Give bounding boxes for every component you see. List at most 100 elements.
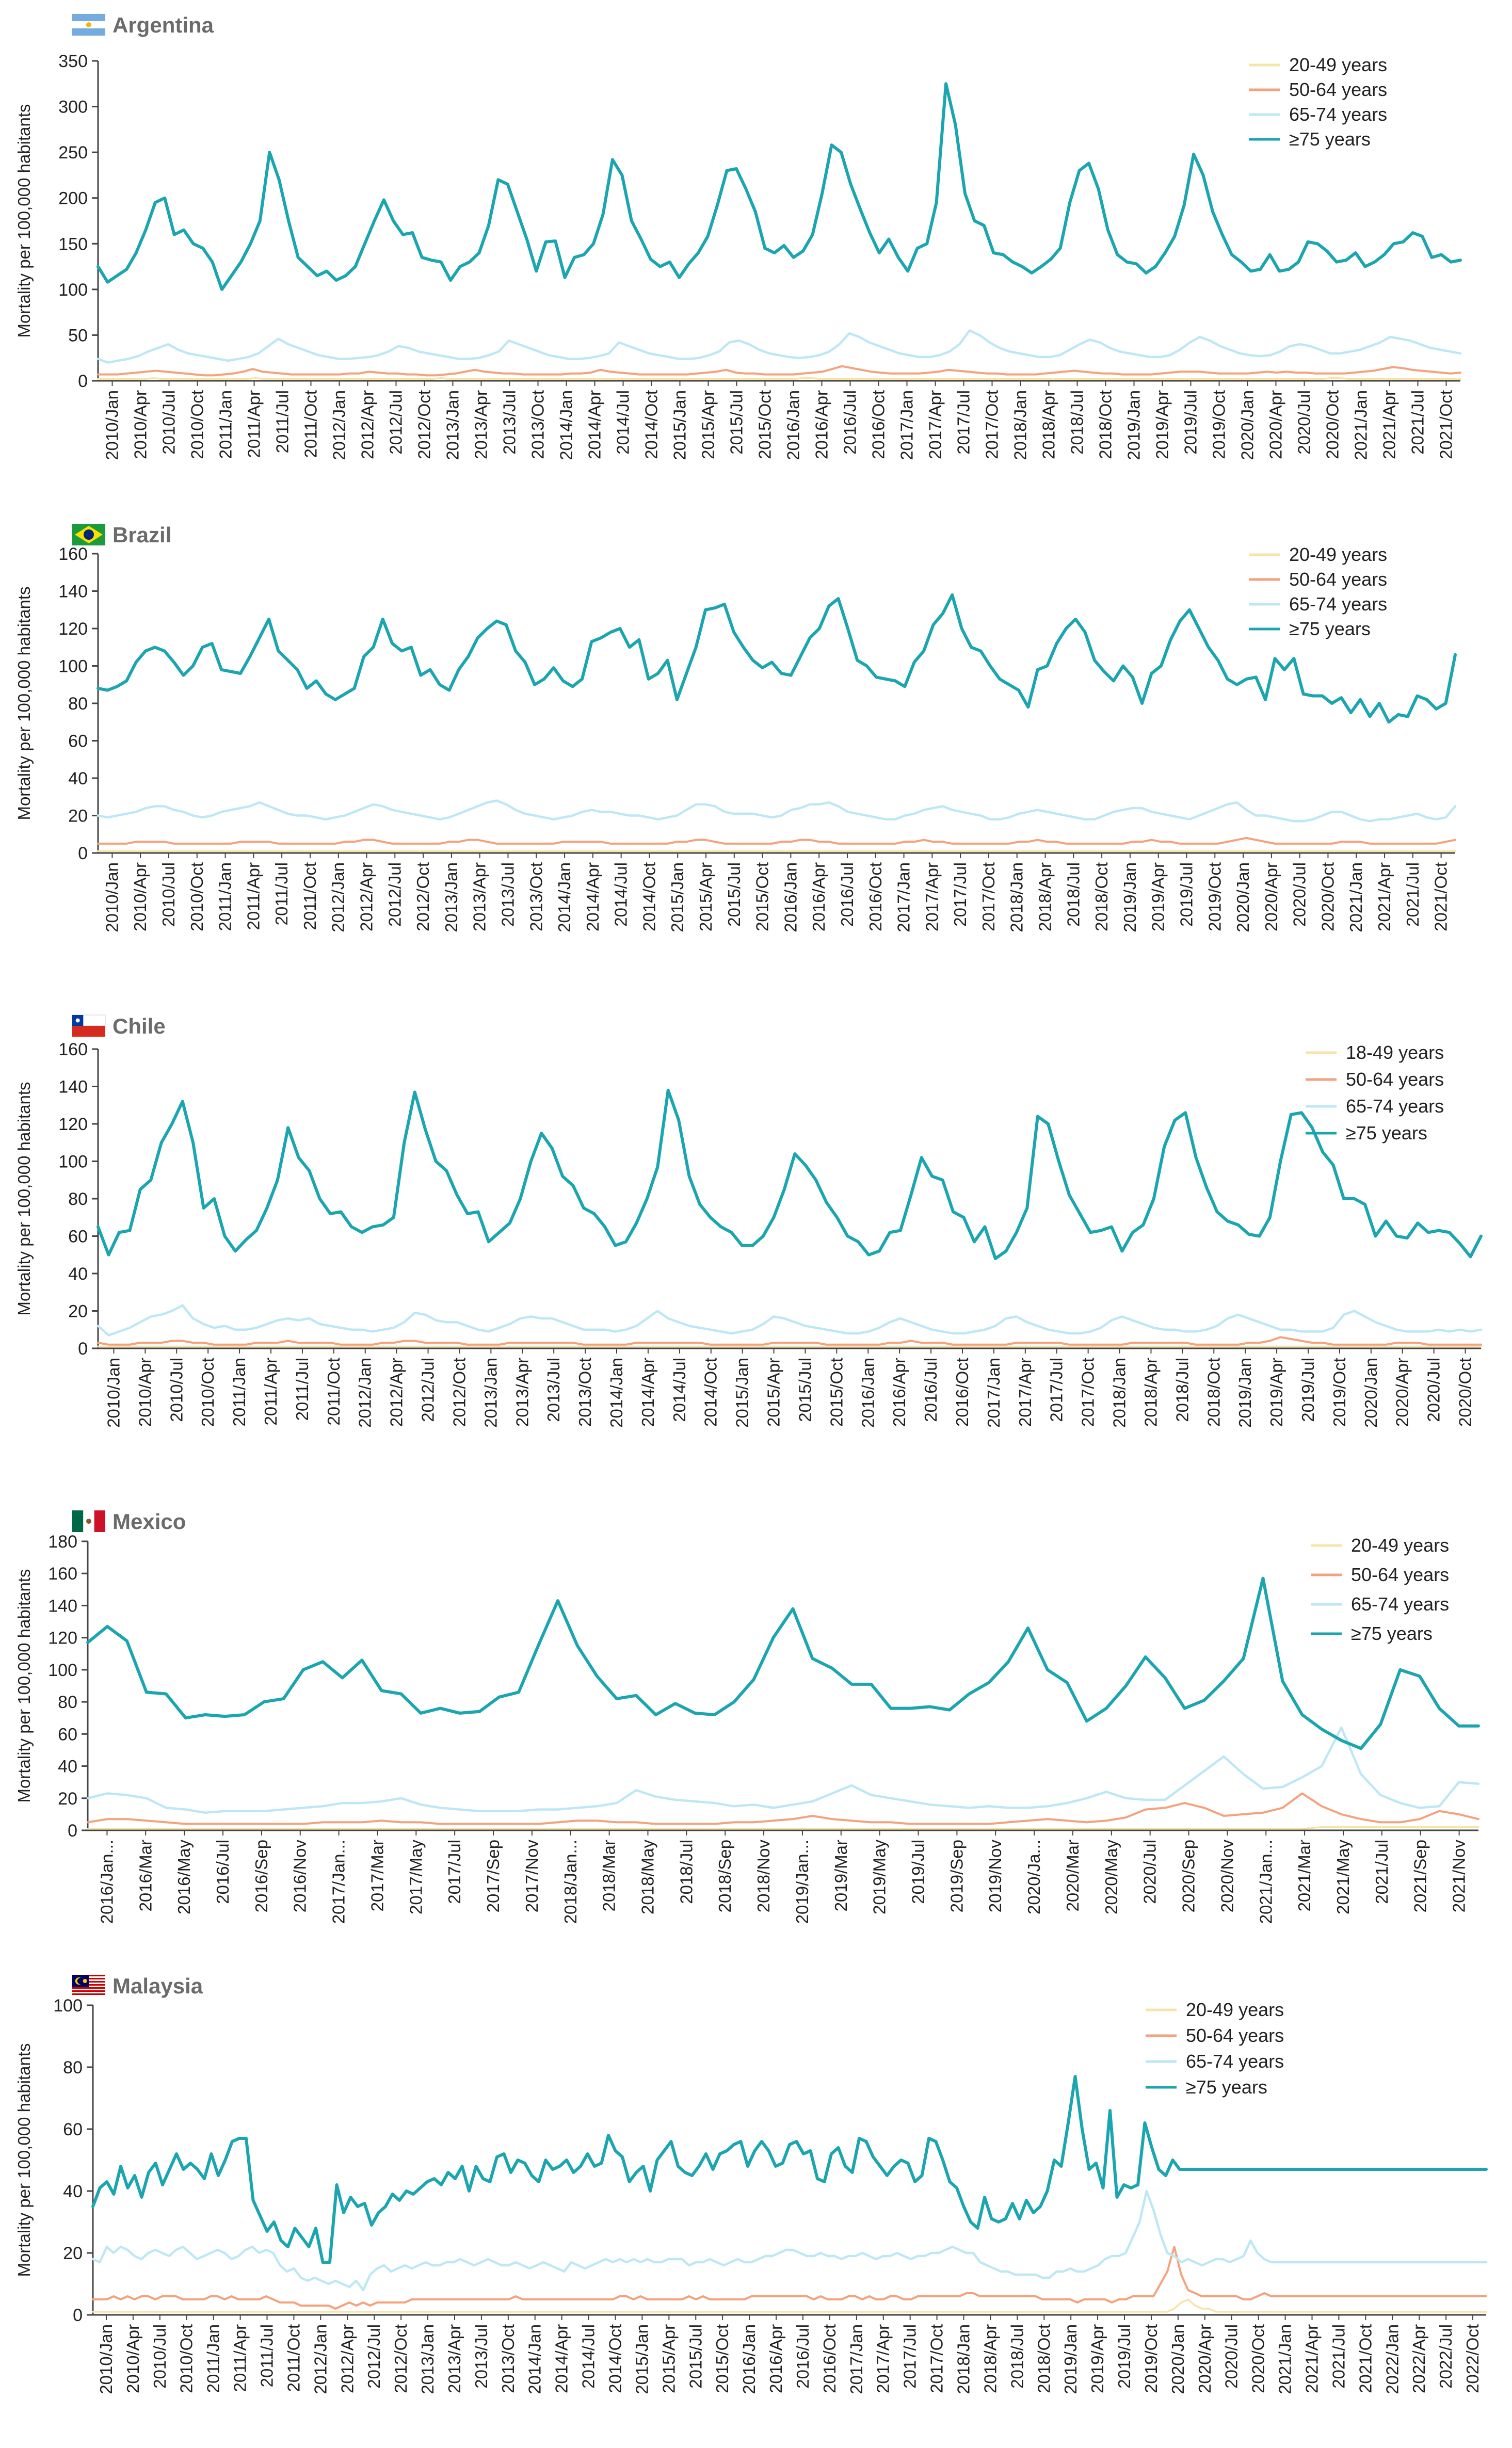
legend-label: 65-74 years: [1289, 104, 1387, 125]
x-tick-label: 2019/May: [870, 1840, 889, 1914]
x-tick-label: 2010/Oct: [198, 1358, 217, 1427]
x-tick-label: 2014/Jan: [525, 2324, 544, 2394]
legend-label: 20-49 years: [1289, 544, 1387, 565]
flag-star: [83, 1979, 87, 1983]
x-tick-label: 2015/Jan: [668, 862, 687, 932]
flag-band: [94, 1510, 105, 1532]
series-line: [96, 329, 1462, 364]
x-tick-label: 2021/Jul: [1403, 862, 1422, 927]
x-tick-label: 2019/Jul: [1177, 862, 1196, 927]
x-tick-label: 2016/Sep: [252, 1840, 271, 1912]
x-tick-label: 2010/Jan: [96, 2324, 116, 2394]
x-tick-label: 2022/Jul: [1436, 2324, 1455, 2389]
x-tick-label: 2016/Jan: [784, 390, 803, 460]
x-tick-label: 2021/Apr: [1302, 2324, 1322, 2393]
country-title: Chile: [112, 1014, 166, 1038]
x-tick-label: 2015/Jan: [632, 2324, 651, 2394]
x-tick-label: 2014/Jan: [607, 1358, 626, 1428]
x-tick-label: 2015/Oct: [827, 1358, 846, 1427]
legend-label: 65-74 years: [1289, 593, 1387, 615]
chart-panel-mexico: Mexico 0 20 40 60 80 100 120 140 160 180 Mortality …: [14, 1509, 1480, 1924]
chart-panel-argentina: Argentina 0 50 100 150 200 250 300 350 Mortality …: [14, 13, 1462, 460]
x-tick-label: 2010/Oct: [187, 862, 206, 931]
country-title: Mexico: [112, 1509, 186, 1534]
x-tick-label: 2021/Jan: [1352, 390, 1371, 460]
x-tick-label: 2018/Jul: [1172, 1358, 1192, 1422]
x-tick-label: 2012/Oct: [449, 1358, 469, 1427]
x-tick-label: 2012/Oct: [413, 862, 432, 931]
argentina-flag: [72, 14, 105, 36]
x-tick-label: 2012/Jul: [364, 2324, 383, 2389]
x-tick-label: 2015/Apr: [659, 2324, 678, 2393]
x-tick-label: 2015/Apr: [696, 862, 715, 931]
x-tick-label: 2019/Oct: [1210, 390, 1229, 459]
y-tick-label: 300: [58, 98, 88, 117]
x-tick-label: 2013/Oct: [498, 2324, 518, 2393]
flag-crescent-cut: [77, 1978, 84, 1984]
x-tick-label: 2017/Jan...: [329, 1840, 348, 1924]
x-tick-label: 2017/Apr: [1016, 1358, 1035, 1427]
chile-flag: [72, 1014, 106, 1037]
x-tick-label: 2013/Jan: [481, 1358, 500, 1428]
x-tick-label: 2016/Jan: [739, 2324, 759, 2394]
x-tick-label: 2018/Oct: [1096, 390, 1115, 459]
series-line: [96, 1304, 1483, 1336]
x-tick-label: 2011/Jan: [230, 1358, 249, 1426]
series-line: [87, 1826, 1479, 1830]
y-tick-label: 80: [63, 2058, 83, 2077]
y-tick-label: 160: [58, 1040, 88, 1059]
legend-label: 20-49 years: [1351, 1535, 1449, 1556]
x-tick-label: 2020/Mar: [1063, 1840, 1082, 1911]
legend-label: ≥75 years: [1289, 618, 1371, 639]
legend-label: ≥75 years: [1351, 1623, 1433, 1644]
x-tick-label: 2019/Sep: [947, 1840, 966, 1912]
y-tick-label: 250: [58, 143, 88, 163]
x-tick-label: 2018/Apr: [980, 2324, 1000, 2393]
x-tick-label: 2019/Jul: [1181, 390, 1200, 455]
x-tick-label: 2010/Oct: [177, 2324, 196, 2393]
x-tick-label: 2019/Apr: [1153, 390, 1172, 459]
x-tick-label: 2015/Apr: [699, 390, 718, 459]
x-tick-label: 2018/Apr: [1141, 1358, 1160, 1427]
x-tick-label: 2020/Apr: [1262, 862, 1281, 931]
flag-stripe: [72, 1993, 105, 1995]
x-tick-label: 2011/Jul: [293, 1358, 312, 1421]
legend-label: 65-74 years: [1346, 1096, 1444, 1117]
y-tick-label: 100: [58, 280, 88, 300]
x-tick-label: 2018/Oct: [1034, 2324, 1053, 2393]
x-tick-label: 2014/Oct: [639, 862, 658, 931]
chart-panel-brazil: Brazil 0 20 40 60 80 100 120 140 160 Mortality per…: [14, 523, 1457, 932]
country-title: Brazil: [112, 523, 171, 547]
series-line: [96, 593, 1457, 724]
x-tick-label: 2016/Jan: [858, 1358, 877, 1428]
y-tick-label: 350: [58, 52, 88, 71]
legend-label: 50-64 years: [1346, 1069, 1444, 1090]
x-tick-label: 2016/Apr: [766, 2324, 785, 2393]
x-tick-label: 2015/Oct: [713, 2324, 732, 2393]
x-tick-label: 2016/Nov: [291, 1840, 310, 1913]
x-tick-label: 2013/Jul: [544, 1358, 563, 1422]
x-tick-label: 2021/Oct: [1356, 2324, 1375, 2393]
x-tick-label: 2013/Jul: [472, 2324, 491, 2389]
series-line: [96, 82, 1462, 291]
x-tick-label: 2022/Oct: [1463, 2324, 1482, 2393]
series-line: [86, 1576, 1480, 1750]
x-tick-label: 2012/Apr: [387, 1358, 406, 1427]
x-tick-label: 2014/Jul: [670, 1358, 689, 1422]
x-tick-label: 2011/Apr: [245, 390, 264, 458]
legend-label: 65-74 years: [1186, 2051, 1284, 2072]
x-tick-label: 2015/Jul: [725, 862, 744, 927]
x-tick-label: 2019/Jul: [1115, 2324, 1134, 2389]
x-tick-label: 2013/Oct: [528, 390, 548, 459]
x-tick-label: 2017/Jan: [984, 1358, 1003, 1428]
x-tick-label: 2016/Jul: [838, 862, 857, 927]
legend-label: 50-64 years: [1289, 79, 1387, 100]
y-tick-label: 140: [48, 1596, 77, 1616]
x-tick-label: 2021/May: [1333, 1840, 1353, 1914]
y-tick-label: 60: [58, 1725, 77, 1744]
x-tick-label: 2013/Oct: [575, 1358, 594, 1427]
series-line: [97, 377, 1461, 380]
x-tick-label: 2016/Oct: [820, 2324, 839, 2393]
x-tick-label: 2016/Oct: [866, 862, 885, 931]
